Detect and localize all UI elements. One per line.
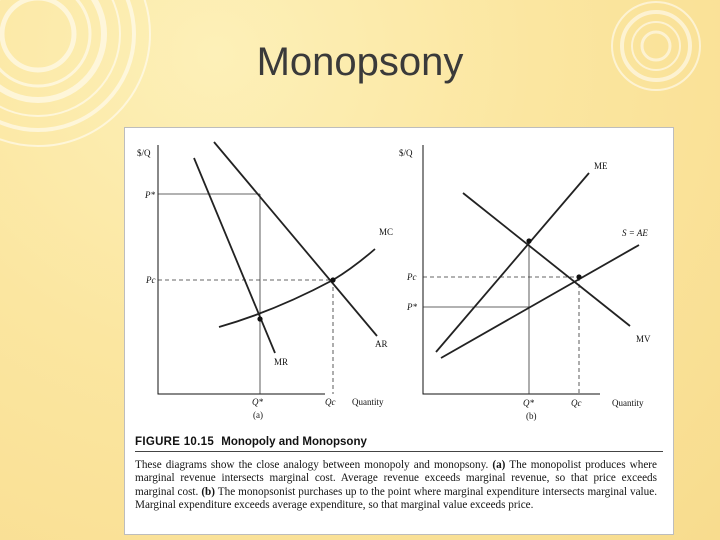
caption-b-text: The monopsonist purchases up to the poin… [135, 485, 658, 511]
figure-number: FIGURE 10.15 [135, 436, 215, 448]
b-x-axis-label: Quantity [612, 398, 644, 408]
a-price-label-pstar: P* [144, 190, 155, 200]
mc-label: MC [379, 227, 393, 237]
me-curve [435, 172, 590, 353]
caption-a-text: The monopolist produces where marginal r… [135, 459, 657, 498]
slide-title: Monopsony [256, 40, 464, 84]
b-y-axis-label: $/Q [399, 148, 413, 158]
panel-a: $/Q Quantity P* Pc Q* Qc (a) MC AR MR [137, 141, 393, 420]
b-panel-label: (b) [526, 411, 537, 421]
ar-curve [213, 141, 378, 337]
a-qty-label-qstar: Q* [252, 397, 263, 407]
mv-curve [462, 192, 631, 327]
b-price-label-pc: Pc [406, 272, 417, 282]
a-mr-mc-point [257, 316, 263, 322]
mc-curve [218, 248, 376, 328]
diagram-svg: .ax { stroke: #111; stroke-width: 1; fil… [137, 141, 651, 421]
a-x-axis-label: Quantity [352, 397, 384, 407]
b-qty-label-qc: Qc [571, 398, 582, 408]
figure-panel: .ax { stroke: #111; stroke-width: 1; fil… [124, 127, 674, 535]
axes-b [422, 145, 600, 395]
b-ae-mv-point [576, 274, 582, 280]
axes-a [157, 145, 325, 395]
me-label: ME [594, 161, 608, 171]
figure-name: Monopoly and Monopsony [221, 436, 367, 448]
mv-label: MV [636, 334, 651, 344]
caption-b-label: (b) [201, 485, 215, 498]
figure-caption-body: These diagrams show the close analogy be… [135, 459, 657, 512]
ar-label: AR [375, 339, 388, 349]
b-me-mv-point [526, 238, 532, 244]
a-qty-label-qc: Qc [325, 397, 336, 407]
a-price-label-pc: Pc [145, 275, 156, 285]
a-panel-label: (a) [253, 410, 263, 420]
a-ar-mc-point [330, 277, 336, 283]
s-ae-label: S = AE [622, 228, 648, 238]
caption-intro: These diagrams show the close analogy be… [135, 459, 489, 471]
panel-b: $/Q Quantity Pc P* Q* Qc (b) ME S = AE M… [399, 145, 651, 421]
mr-curve [193, 157, 276, 354]
a-y-axis-label: $/Q [137, 148, 151, 158]
b-price-label-pstar: P* [406, 302, 417, 312]
caption-a-label: (a) [492, 459, 506, 471]
b-qty-label-qstar: Q* [523, 398, 534, 408]
figure-caption-title: FIGURE 10.15 Monopoly and Monopsony [135, 436, 663, 452]
s-ae-curve [440, 244, 640, 359]
mr-label: MR [274, 357, 288, 367]
